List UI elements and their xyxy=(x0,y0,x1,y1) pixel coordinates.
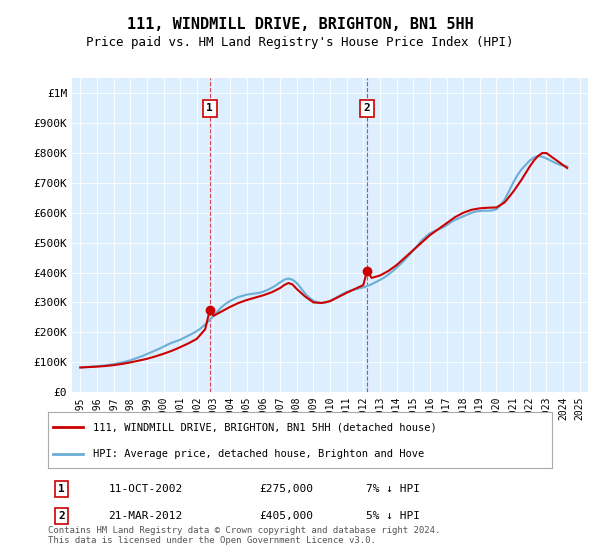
Text: 2: 2 xyxy=(364,103,370,113)
Text: 1: 1 xyxy=(206,103,213,113)
Text: 11-OCT-2002: 11-OCT-2002 xyxy=(109,484,183,494)
Text: HPI: Average price, detached house, Brighton and Hove: HPI: Average price, detached house, Brig… xyxy=(94,449,425,459)
Text: 2: 2 xyxy=(58,511,65,521)
Text: 111, WINDMILL DRIVE, BRIGHTON, BN1 5HH: 111, WINDMILL DRIVE, BRIGHTON, BN1 5HH xyxy=(127,17,473,32)
Text: 21-MAR-2012: 21-MAR-2012 xyxy=(109,511,183,521)
Text: £275,000: £275,000 xyxy=(260,484,314,494)
Text: 5% ↓ HPI: 5% ↓ HPI xyxy=(365,511,419,521)
Text: 7% ↓ HPI: 7% ↓ HPI xyxy=(365,484,419,494)
Text: 1: 1 xyxy=(58,484,65,494)
Text: £405,000: £405,000 xyxy=(260,511,314,521)
Text: 111, WINDMILL DRIVE, BRIGHTON, BN1 5HH (detached house): 111, WINDMILL DRIVE, BRIGHTON, BN1 5HH (… xyxy=(94,422,437,432)
Text: Contains HM Land Registry data © Crown copyright and database right 2024.
This d: Contains HM Land Registry data © Crown c… xyxy=(48,526,440,545)
Text: Price paid vs. HM Land Registry's House Price Index (HPI): Price paid vs. HM Land Registry's House … xyxy=(86,36,514,49)
